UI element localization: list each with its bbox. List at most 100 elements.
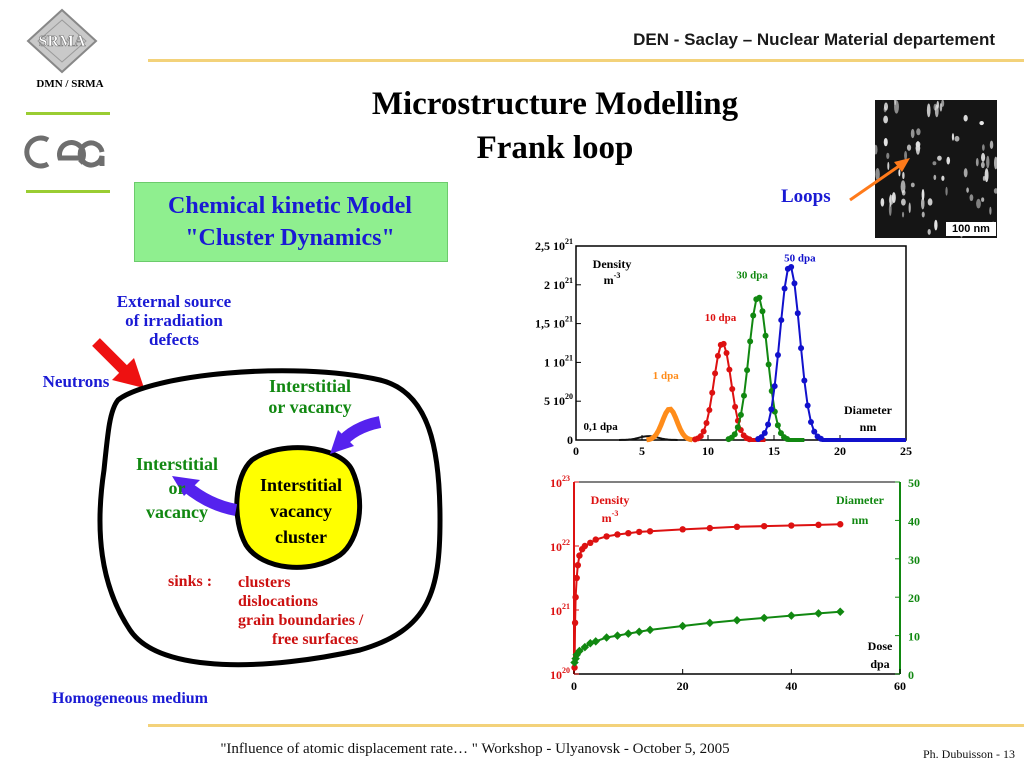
diagram-drawing	[92, 338, 443, 668]
page-title: Microstructure Modelling Frank loop	[290, 82, 820, 170]
series-line-1	[646, 406, 693, 443]
loop-spot	[915, 140, 921, 155]
loop-spot	[883, 106, 887, 113]
organization-header: DEN - Saclay – Nuclear Material departem…	[633, 30, 995, 49]
data-point	[726, 366, 733, 373]
data-point	[778, 317, 785, 324]
loop-spot	[932, 161, 937, 166]
data-point	[768, 406, 775, 413]
x-tick-label: 60	[894, 679, 906, 693]
data-point	[756, 294, 763, 301]
neutrons-label: Neutrons	[42, 372, 110, 391]
medium-label: Homogeneous medium	[52, 690, 208, 707]
density-point	[837, 521, 844, 528]
loop-spot	[975, 158, 979, 167]
loop-spot	[901, 198, 906, 206]
series-label-3: 30 dpa	[736, 269, 768, 281]
diameter-point	[705, 618, 715, 628]
loop-spot	[927, 228, 931, 235]
data-point	[697, 433, 704, 440]
loop-spot	[910, 182, 915, 188]
data-point	[750, 312, 757, 319]
size-distribution-chart: 0 5 10 15 20 25 0 5 1020 1 1021 1,5 1021 2 1021 2,5…	[535, 237, 912, 458]
loop-spot	[981, 152, 986, 162]
density-point	[571, 619, 579, 626]
page-number: Ph. Dubuisson - 13	[922, 747, 1015, 761]
y-axis-unit: m-3	[604, 271, 621, 287]
loop-spot	[980, 161, 985, 169]
data-point	[723, 350, 730, 357]
loop-spot	[902, 171, 905, 180]
density-point	[760, 522, 768, 530]
x-tick-label: 40	[785, 679, 797, 693]
evolution-chart: 0 20 40 60102010211022102301020304050Densit…	[550, 474, 920, 693]
loop-spot	[921, 188, 925, 201]
y-right-tick-label: 0	[908, 668, 914, 682]
y-left-tick-label: 1020	[550, 666, 570, 682]
density-point	[587, 539, 594, 546]
external-source-label: External source of irradiation defects	[116, 292, 232, 349]
loop-spot	[946, 156, 951, 165]
x-tick-label: 15	[768, 444, 780, 458]
loop-spot	[883, 137, 888, 147]
department-label: DMN / SRMA	[36, 78, 104, 90]
divider-bottom-left	[26, 190, 110, 193]
data-point	[807, 419, 814, 426]
loop-spot	[945, 186, 948, 196]
title-line-1: Microstructure Modelling	[371, 86, 739, 122]
loop-spot	[976, 198, 981, 209]
loop-spot	[936, 100, 940, 109]
loop-spot	[875, 167, 880, 181]
loop-spot	[966, 187, 969, 193]
model-subtitle: "Cluster Dynamics"	[185, 225, 395, 251]
loop-spot	[963, 168, 968, 178]
loop-spot	[906, 144, 912, 151]
data-point	[731, 431, 738, 438]
x-tick-label: 0	[571, 679, 577, 693]
loop-spot	[954, 135, 960, 142]
plot-frame	[575, 245, 907, 441]
loop-spot	[926, 103, 931, 118]
loop-spot	[916, 128, 921, 136]
data-point	[794, 310, 801, 317]
data-point	[774, 422, 781, 429]
data-point	[706, 407, 713, 414]
density-line	[573, 523, 841, 668]
density-point	[706, 524, 714, 532]
y-tick-label: 1,5 1021	[535, 315, 573, 331]
loop-spot	[989, 140, 994, 150]
density-point	[581, 542, 589, 550]
y-right-tick-label: 30	[908, 553, 920, 567]
diameter-point	[787, 611, 796, 620]
data-point	[714, 352, 721, 359]
x-tick-label: 20	[677, 679, 689, 693]
loop-spot	[880, 198, 885, 207]
outgoing-arrow	[172, 476, 238, 516]
x-axis-unit: nm	[860, 420, 877, 434]
loop-spot	[986, 155, 990, 169]
loop-spot	[883, 115, 889, 124]
loop-spot	[900, 180, 906, 194]
y-tick-label: 1 1021	[544, 353, 573, 369]
data-point	[788, 263, 795, 270]
density-point	[614, 531, 621, 538]
diameter-point	[759, 613, 769, 623]
density-point	[592, 536, 599, 543]
x-axis-unit: dpa	[870, 657, 889, 671]
data-point	[798, 345, 805, 352]
loop-spot	[981, 197, 985, 202]
data-point	[734, 424, 741, 431]
loop-spot	[933, 174, 937, 180]
data-point	[765, 361, 772, 368]
data-point	[732, 403, 739, 410]
loop-spot	[951, 133, 955, 141]
data-point	[781, 285, 788, 292]
loop-spot	[982, 144, 985, 151]
series-label-0: 0,1 dpa	[583, 421, 618, 433]
density-point	[573, 574, 580, 582]
data-point	[703, 420, 710, 427]
y-tick-label: 0	[567, 433, 573, 447]
cea-logo	[24, 135, 105, 169]
loop-spot	[933, 103, 938, 111]
data-point	[762, 332, 769, 339]
